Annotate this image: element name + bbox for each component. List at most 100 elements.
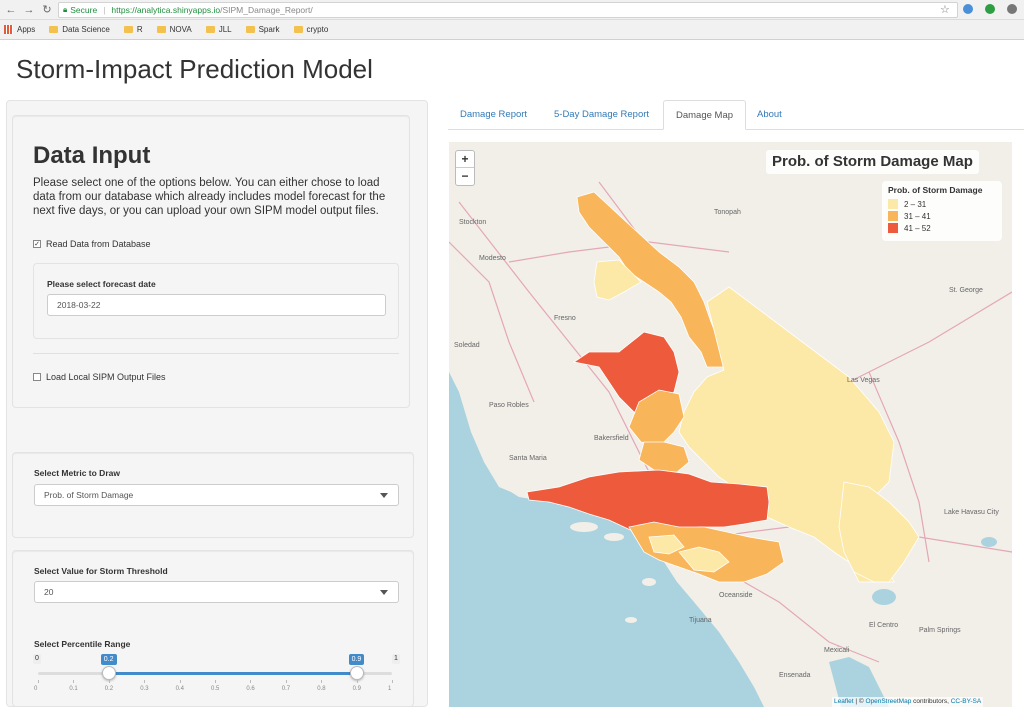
bookmark-folder[interactable]: Data Science: [49, 25, 110, 34]
forecast-date-label: Please select forecast date: [47, 279, 156, 289]
tab-damage-report[interactable]: Damage Report: [460, 109, 528, 120]
apps-grid-icon: [4, 25, 13, 34]
tab-about[interactable]: About: [757, 109, 782, 120]
extension-icon[interactable]: [985, 4, 995, 14]
place-label: Stockton: [459, 219, 486, 226]
reload-icon[interactable]: ↻: [42, 4, 52, 16]
legend-title: Prob. of Storm Damage: [888, 185, 983, 195]
slider-tick-label: 0.8: [317, 686, 326, 692]
lock-icon: 🔒︎: [63, 5, 68, 14]
secure-label: Secure: [70, 5, 98, 15]
percentile-slider-fill: [108, 672, 357, 675]
region-low: [593, 259, 642, 301]
load-local-checkbox-row[interactable]: Load Local SIPM Output Files: [33, 372, 166, 382]
tab-5-day-damage-report[interactable]: 5-Day Damage Report: [554, 109, 650, 120]
place-label: Tijuana: [689, 617, 712, 624]
bookmark-folder[interactable]: Spark: [245, 25, 280, 34]
browser-toolbar: ← → ↻ 🔒︎ Secure | https://analytica.shin…: [0, 0, 1024, 20]
caret-down-icon: [380, 493, 388, 498]
slider-tick: [392, 680, 393, 683]
tab-bar: Damage Report 5-Day Damage Report Damage…: [448, 100, 1024, 130]
read-db-checkbox[interactable]: ✓: [33, 240, 41, 248]
bookmark-apps[interactable]: Apps: [0, 25, 35, 34]
caret-down-icon: [380, 590, 388, 595]
bookmark-folder[interactable]: crypto: [293, 25, 328, 34]
region-mid: [638, 441, 690, 473]
extension-icon[interactable]: [963, 4, 973, 14]
metric-select[interactable]: Prob. of Storm Damage: [34, 484, 399, 506]
bookmark-folder[interactable]: JLL: [205, 25, 232, 34]
place-label: Ensenada: [779, 672, 811, 679]
slider-tick: [356, 680, 358, 683]
slider-tick: [321, 680, 323, 683]
region-low: [648, 534, 685, 555]
place-label: Mexicali: [824, 647, 850, 654]
data-input-heading: Data Input: [33, 142, 151, 169]
place-label: Lake Havasu City: [944, 509, 999, 516]
place-label: Las Vegas: [847, 377, 880, 384]
tab-damage-map[interactable]: Damage Map: [663, 100, 747, 130]
slider-tick-label: 0.4: [175, 686, 184, 692]
metric-select-value: Prob. of Storm Damage: [44, 490, 134, 500]
region-low: [838, 481, 920, 583]
forecast-date-input[interactable]: 2018-03-22: [47, 294, 386, 316]
damage-map[interactable]: Tonopah Modesto Stockton Fresno Soledad Las V…: [449, 142, 1012, 707]
place-label: St. George: [949, 287, 983, 294]
island: [604, 533, 624, 541]
folder-icon: [123, 26, 133, 33]
zoom-out-button[interactable]: −: [461, 169, 469, 183]
folder-icon: [156, 26, 166, 33]
slider-low-handle[interactable]: [101, 666, 116, 680]
place-label: Palm Springs: [919, 627, 961, 634]
url-path: /SIPM_Damage_Report/: [220, 5, 313, 15]
read-db-label: Read Data from Database: [46, 239, 151, 249]
slider-tick: [215, 680, 216, 683]
slider-tick-label: 0.5: [211, 686, 220, 692]
slider-max-label: 1: [392, 654, 400, 664]
slider-tick: [179, 680, 181, 683]
read-db-checkbox-row[interactable]: ✓ Read Data from Database: [33, 239, 151, 249]
place-label: Paso Robles: [489, 402, 529, 409]
bookmark-star-icon[interactable]: ☆: [940, 4, 950, 16]
slider-tick: [73, 680, 75, 683]
place-label: Modesto: [479, 255, 506, 262]
url-separator: |: [103, 5, 106, 15]
slider-tick-label: 0: [34, 686, 38, 692]
legend-entry: 41 – 52: [888, 222, 996, 234]
slider-high-value: 0.9: [348, 654, 365, 665]
slider-tick: [108, 680, 110, 683]
lake: [872, 589, 896, 605]
divider: [33, 353, 399, 354]
region-high: [526, 469, 770, 539]
folder-icon: [205, 26, 215, 33]
zoom-in-button[interactable]: +: [456, 151, 474, 168]
cc-by-sa-link[interactable]: CC-BY-SA: [950, 698, 982, 705]
back-icon[interactable]: ←: [5, 3, 17, 16]
slider-tick: [285, 680, 287, 683]
osm-link[interactable]: OpenStreetMap: [865, 698, 912, 705]
threshold-select[interactable]: 20: [34, 581, 399, 603]
slider-low-value: 0.2: [100, 654, 117, 665]
legend-swatch: [888, 223, 898, 233]
folder-icon: [49, 26, 59, 33]
forward-icon[interactable]: →: [23, 3, 35, 16]
load-local-checkbox[interactable]: [33, 373, 41, 381]
lake: [981, 537, 997, 547]
address-bar[interactable]: 🔒︎ Secure | https://analytica.shinyapps.…: [58, 2, 958, 18]
place-label: Tonopah: [714, 209, 741, 216]
region-low: [678, 286, 895, 583]
legend-entry: 31 – 41: [888, 210, 996, 222]
slider-tick-label: 0.9: [352, 686, 361, 692]
legend-swatch: [888, 211, 898, 221]
slider-high-handle[interactable]: [349, 666, 364, 680]
slider-tick-label: 0.1: [69, 686, 78, 692]
place-label: El Centro: [869, 622, 898, 629]
bookmark-folder[interactable]: NOVA: [156, 25, 192, 34]
bookmark-folder[interactable]: R: [123, 25, 143, 34]
map-attribution: Leaflet | © OpenStreetMap contributors, …: [832, 697, 984, 707]
place-labels: Tonopah Modesto Stockton Fresno Soledad Las V…: [454, 209, 999, 679]
region-low: [678, 546, 730, 573]
leaflet-link[interactable]: Leaflet: [834, 698, 854, 705]
percentile-label: Select Percentile Range: [34, 639, 131, 649]
extension-icon[interactable]: [1007, 4, 1017, 14]
